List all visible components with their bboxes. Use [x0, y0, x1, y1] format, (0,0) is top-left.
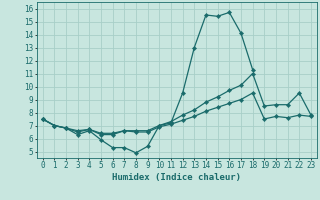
X-axis label: Humidex (Indice chaleur): Humidex (Indice chaleur) [112, 173, 241, 182]
